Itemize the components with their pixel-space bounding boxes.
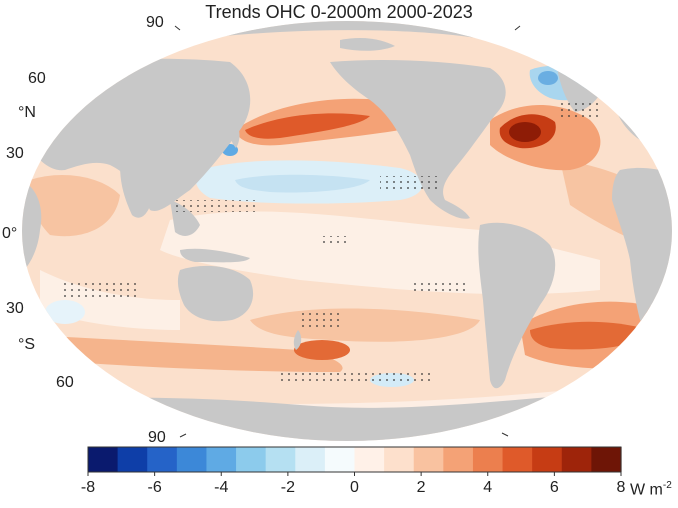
colorbar-tick-label: -4 [214,479,228,496]
colorbar-tick-label: 4 [483,479,492,496]
colorbar-swatch [561,447,592,472]
colorbar-swatch [117,447,148,472]
colorbar-swatch [354,447,385,472]
lat-label-n30: 30 [6,145,24,162]
colorbar-swatch [147,447,178,472]
tasman-hotspot [294,340,350,360]
stipple-wp [175,200,255,212]
colorbar: -8 -6 -4 -2 0 2 4 6 8 [81,446,626,496]
colorbar-swatch [206,447,237,472]
arctic-island [340,38,395,51]
indian-cool-patch [45,300,85,324]
map-title: Trends OHC 0-2000m 2000-2023 [205,2,473,22]
australia [177,265,254,322]
stipple-so [280,370,430,382]
colorbar-swatch [413,447,444,472]
colorbar-swatch [176,447,208,472]
lat-label-n60: 60 [28,70,46,87]
colorbar-swatch [502,447,533,472]
south-atlantic-hotspot [530,321,650,350]
labrador-cool-core [538,71,558,85]
lat-label-s90: 90 [148,429,166,446]
colorbar-swatch [472,447,504,472]
graticule-ticks [174,25,521,438]
lat-label-north-symbol: °N [18,104,36,121]
colorbar-swatch [443,447,474,472]
colorbar-tick-label: 2 [417,479,426,496]
south-america [478,222,556,389]
colorbar-tick-label: -8 [81,479,95,496]
lat-label-south-symbol: °S [18,336,36,353]
north-pacific-hotspot [245,113,370,139]
arctic-hotspot [540,37,572,55]
lat-label-s60: 60 [56,374,74,391]
africa-west-edge [22,180,42,275]
southern-indian-warm-band [30,335,343,372]
colorbar-swatch [384,447,415,472]
north-pacific-cool-core [235,174,370,193]
stipple-na [560,100,600,120]
colorbar-swatch [324,447,356,472]
west-indian-warm [29,175,120,237]
colorbar-tick-label: 6 [550,479,559,496]
colorbar-swatch [236,447,267,472]
unit-exponent: -2 [662,480,672,491]
indonesia [180,248,250,263]
north-america [330,60,506,219]
india [120,165,152,218]
stipple-arctic [120,38,180,48]
colorbar-unit: W m-2 [630,477,672,499]
gulf-stream-core [509,122,541,142]
japan [229,120,240,148]
colorbar-tick-label: 0 [350,479,359,496]
colorbar-tick-label: 8 [617,479,626,496]
unit-text: W m [630,481,663,499]
colorbar-tick-label: -2 [281,479,295,496]
colorbar-swatch [295,447,326,472]
stipple-cp [320,236,350,244]
colorbar-swatch [265,447,296,472]
colorbar-swatch [532,447,563,472]
colorbar-swatch [88,447,119,472]
lat-label-s30: 30 [6,300,24,317]
colorbar-swatch [591,447,622,472]
lat-label-n90: 90 [146,14,164,31]
new-zealand [293,330,302,350]
lat-label-equator: 0° [2,225,18,242]
colorbar-tick-label: -6 [148,479,162,496]
stipple-sa [410,280,470,294]
significance-stippling [60,38,600,382]
stipple-ep [380,176,440,192]
stipple-sp [300,310,340,330]
stipple-io [60,280,140,298]
